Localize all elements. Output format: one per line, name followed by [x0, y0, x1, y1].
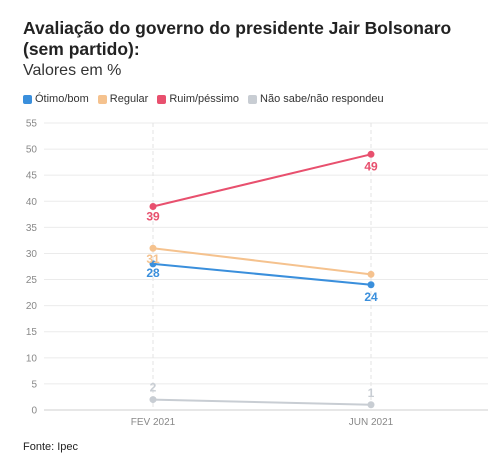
legend-item-regular[interactable]: Regular	[97, 93, 149, 105]
x-tick-label: JUN 2021	[349, 417, 394, 428]
chart-title: Avaliação do governo do presidente Jair …	[23, 18, 452, 59]
data-label: 28	[146, 266, 160, 280]
legend-item-ruim-pessimo[interactable]: Ruim/péssimo	[157, 93, 239, 105]
data-point	[149, 202, 157, 210]
y-tick-label: 55	[26, 119, 38, 130]
y-tick-label: 45	[26, 171, 38, 182]
data-label: 1	[368, 386, 375, 400]
legend-swatch	[157, 94, 167, 104]
y-tick-label: 5	[31, 379, 37, 390]
data-label: 2	[150, 381, 157, 395]
data-point	[367, 281, 375, 289]
legend-label: Ótimo/bom	[35, 93, 89, 105]
data-point	[367, 150, 375, 158]
line-chart: 0 5 10 15 20 25 30 35 40 45 50 55 FEV 2021 JUN 2021 28…	[26, 119, 488, 428]
data-label: 24	[364, 290, 378, 304]
source-note: Fonte: Ipec	[23, 441, 79, 453]
legend-swatch	[23, 94, 32, 104]
series-line	[152, 262, 372, 286]
legend-item-otimo-bom[interactable]: Ótimo/bom	[23, 93, 89, 105]
x-tick-label: FEV 2021	[131, 417, 176, 428]
legend-label: Regular	[109, 93, 149, 105]
data-label: 49	[364, 159, 378, 173]
data-point	[149, 396, 157, 404]
legend-label: Ruim/péssimo	[169, 93, 240, 105]
y-tick-label: 50	[26, 145, 38, 156]
y-tick-label: 15	[26, 327, 38, 338]
legend-label: Não sabe/não respondeu	[260, 93, 384, 105]
y-tick-label: 25	[26, 275, 38, 286]
y-tick-label: 20	[26, 301, 38, 312]
data-label: 31	[146, 252, 160, 266]
legend-swatch	[248, 94, 258, 104]
series-line	[152, 153, 372, 208]
series-line	[152, 398, 372, 406]
chart-subtitle: Valores em %	[23, 62, 122, 79]
data-point	[367, 401, 375, 409]
y-tick-label: 40	[26, 197, 38, 208]
y-tick-label: 10	[26, 353, 38, 364]
data-point	[149, 244, 157, 252]
y-tick-label: 35	[26, 223, 38, 234]
y-tick-label: 0	[31, 406, 37, 417]
data-label: 39	[146, 209, 160, 223]
legend-swatch	[97, 94, 107, 104]
legend: Ótimo/bom Regular Ruim/péssimo Não sabe/…	[23, 93, 384, 105]
y-tick-label: 30	[26, 249, 38, 260]
data-point	[367, 270, 375, 278]
data-point	[149, 260, 157, 268]
legend-item-nao-sabe[interactable]: Não sabe/não respondeu	[248, 93, 384, 105]
series-line	[152, 247, 372, 276]
